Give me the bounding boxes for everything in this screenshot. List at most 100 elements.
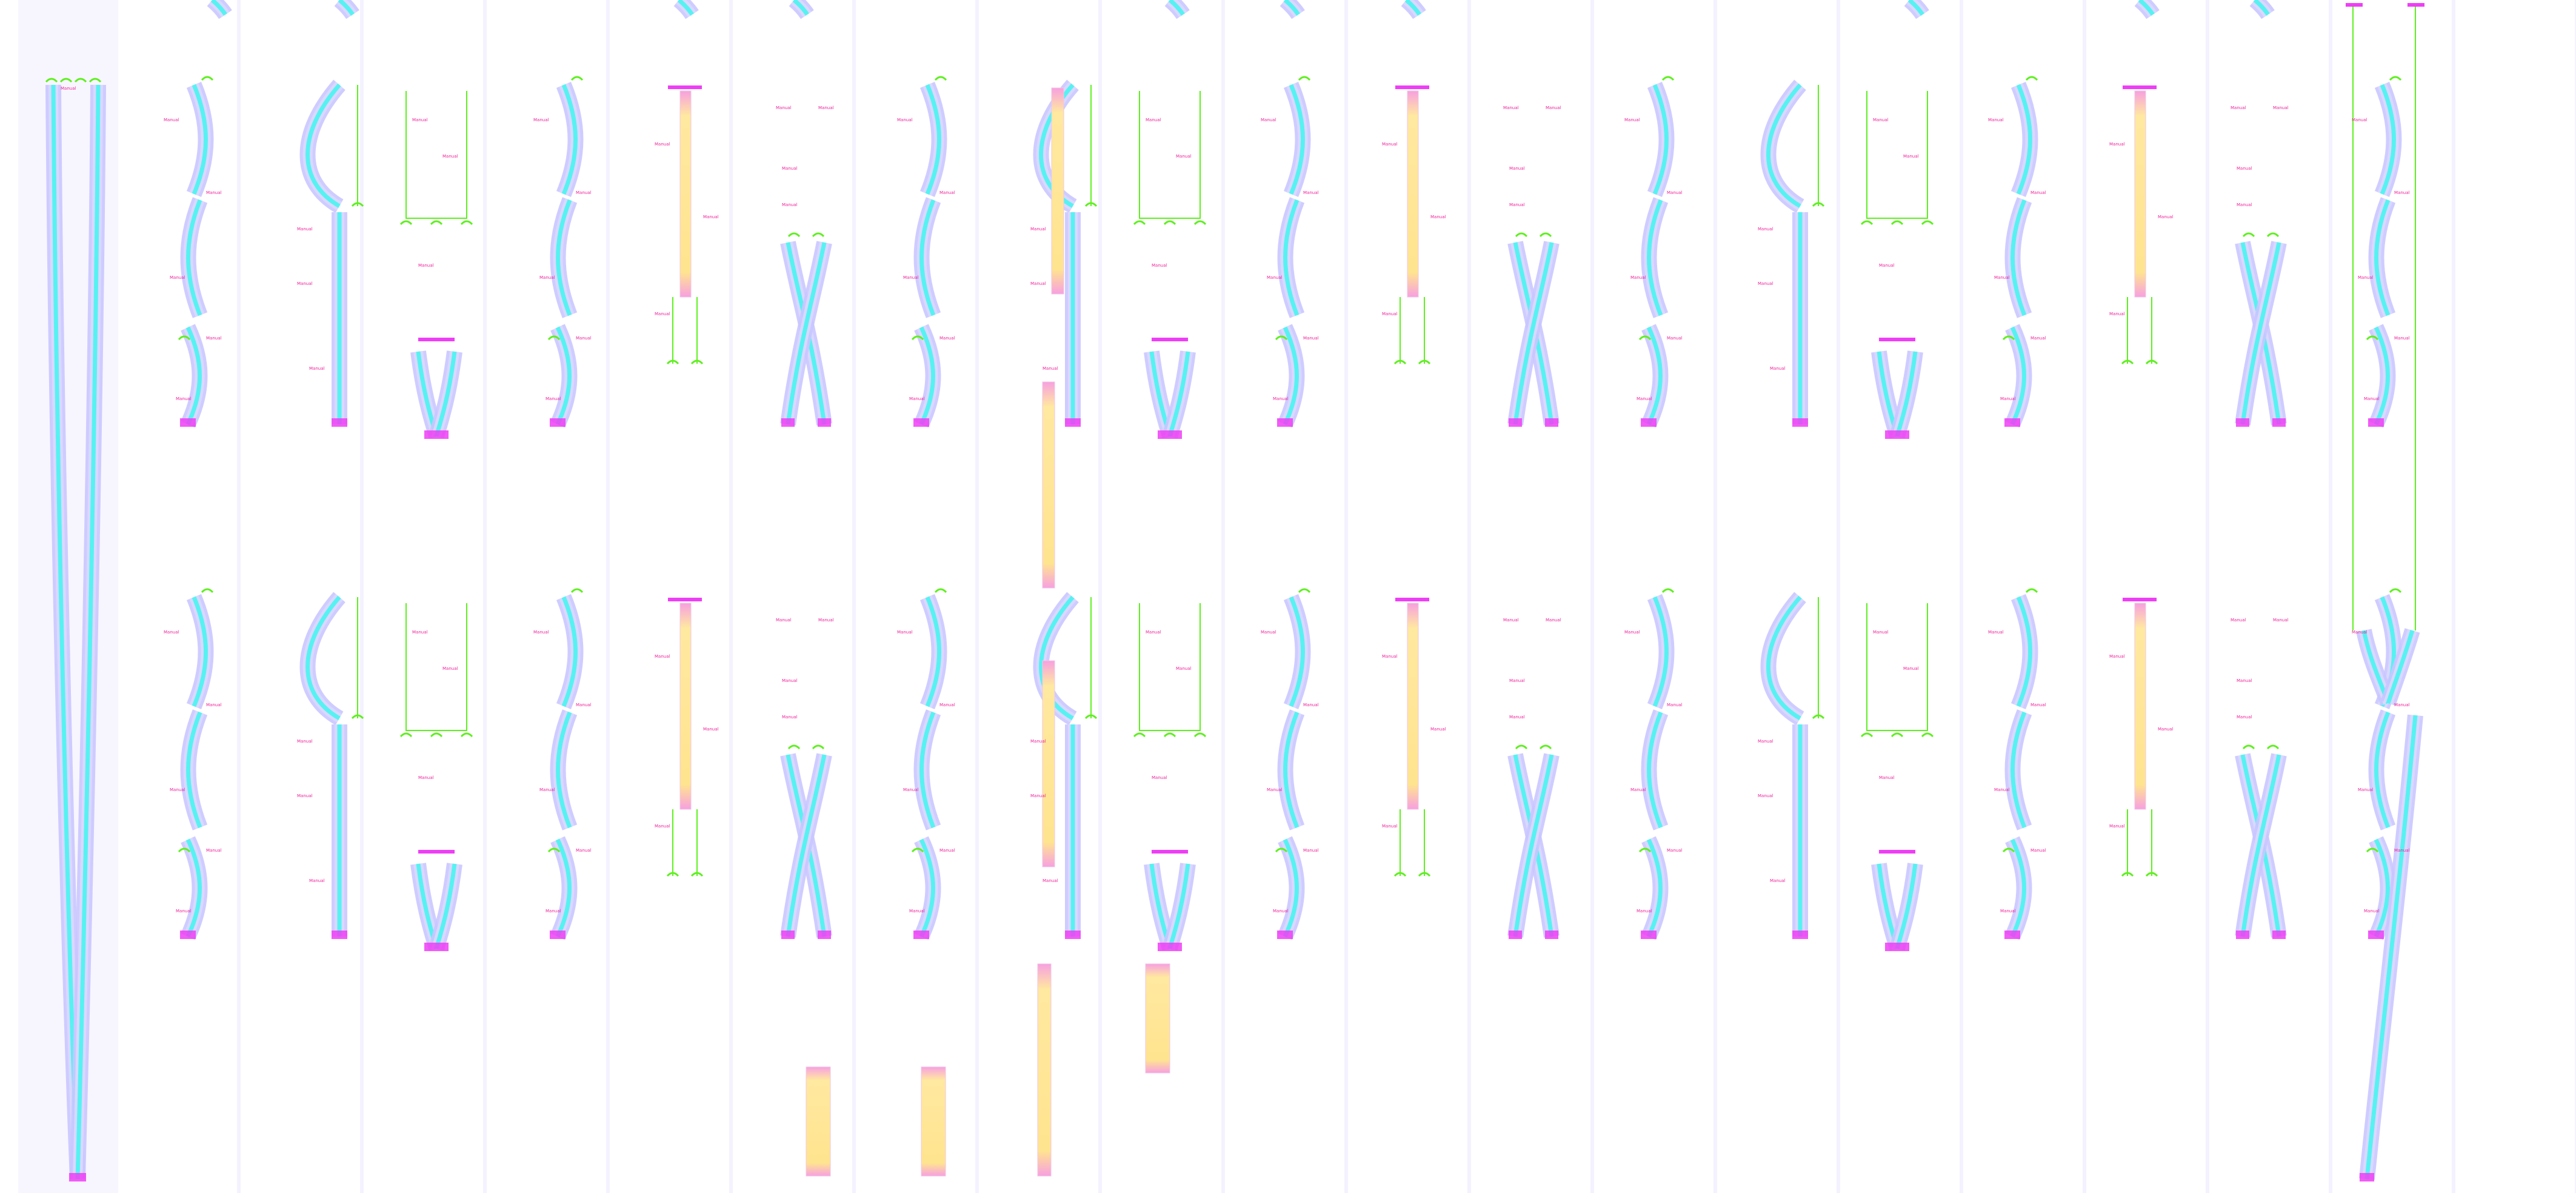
column-divider xyxy=(1837,0,1840,1193)
node-bar xyxy=(2407,3,2424,7)
manual-label: Manual xyxy=(903,275,918,280)
manual-label: Manual xyxy=(2109,142,2124,147)
bracket-line xyxy=(1866,603,1928,731)
column-divider xyxy=(1221,0,1225,1193)
converge-track-right xyxy=(1162,863,1196,951)
top-partial-track-core xyxy=(1283,0,1300,16)
green-arc-connector-icon xyxy=(2121,872,2134,877)
manual-label: Manual xyxy=(1630,275,1646,280)
green-arc-connector-icon xyxy=(1515,232,1528,238)
green-arc-connector-icon xyxy=(88,78,102,83)
green-arc-connector-icon xyxy=(2389,588,2402,593)
green-arc-connector-icon xyxy=(1638,335,1652,341)
connector-bracket xyxy=(1866,91,1928,219)
green-arc-connector-icon xyxy=(1661,588,1675,593)
track-end xyxy=(180,418,196,427)
green-arc-connector-icon xyxy=(1890,732,1904,738)
green-arc-connector-icon xyxy=(201,588,214,593)
manual-label: Manual xyxy=(297,739,312,744)
bracket-line xyxy=(1139,91,1201,219)
manual-label: Manual xyxy=(2394,336,2409,341)
curve-track-core xyxy=(1283,326,1299,426)
green-arc-connector-icon xyxy=(1860,732,1874,738)
curve-track-core xyxy=(556,711,572,829)
bracket-line xyxy=(1866,91,1928,219)
manual-label: Manual xyxy=(1758,794,1773,798)
node-bar xyxy=(2346,3,2363,7)
manual-label: Manual xyxy=(782,202,797,207)
green-arc-connector-icon xyxy=(570,588,584,593)
top-partial-track-core xyxy=(792,0,809,16)
green-arc-connector-icon xyxy=(2145,359,2158,365)
manual-label: Manual xyxy=(546,909,561,914)
top-partial-track-core xyxy=(338,0,355,16)
green-arc-connector-icon xyxy=(399,220,413,226)
manual-label: Manual xyxy=(1267,275,1282,280)
green-arc-connector-icon xyxy=(1921,220,1934,226)
manual-label: Manual xyxy=(206,190,221,195)
track-end xyxy=(781,931,795,939)
manual-label: Manual xyxy=(1303,848,1318,853)
green-arc-connector-icon xyxy=(1275,335,1288,341)
green-arc-connector-icon xyxy=(201,76,214,81)
manual-label: Manual xyxy=(909,396,924,401)
track-end xyxy=(2236,931,2249,939)
manual-label: Manual xyxy=(776,105,791,110)
green-arc-connector-icon xyxy=(547,847,561,853)
green-arc-connector-icon xyxy=(1193,732,1207,738)
manual-label: Manual xyxy=(2030,848,2046,853)
green-arc-connector-icon xyxy=(2025,588,2038,593)
manual-label: Manual xyxy=(2273,618,2288,623)
green-arc-connector-icon xyxy=(351,202,364,207)
cross-track-b-core xyxy=(2240,242,2281,425)
long-track-end xyxy=(69,1173,86,1181)
top-partial-track xyxy=(207,0,232,19)
green-arc-connector-icon xyxy=(178,335,191,341)
node-bar xyxy=(1395,598,1429,601)
manual-label: Manual xyxy=(1624,630,1640,635)
yellow-bar xyxy=(1145,963,1170,1074)
curve-track-core xyxy=(2016,84,2032,195)
green-arc-connector-icon xyxy=(1539,744,1552,750)
track-end xyxy=(2368,418,2384,427)
arc-track xyxy=(299,79,345,213)
node-bar xyxy=(1152,338,1188,341)
green-arc-connector-icon xyxy=(787,232,801,238)
green-arc-connector-icon xyxy=(178,847,191,853)
curve-track xyxy=(556,594,584,709)
green-arc-connector-icon xyxy=(1163,732,1176,738)
curve-track xyxy=(1277,709,1305,830)
curve-track-core xyxy=(1289,84,1305,195)
curve-track xyxy=(181,324,208,428)
track-end xyxy=(1792,418,1808,427)
green-arc-connector-icon xyxy=(1298,588,1311,593)
green-arc-connector-icon xyxy=(2002,335,2015,341)
manual-label: Manual xyxy=(703,727,718,732)
manual-label: Manual xyxy=(1873,630,1888,635)
manual-label: Manual xyxy=(1546,618,1561,623)
green-arc-connector-icon xyxy=(88,78,102,83)
cross-track-b-core xyxy=(786,242,827,425)
curve-track-core xyxy=(1283,711,1300,829)
green-arc-connector-icon xyxy=(2242,232,2255,238)
track-end xyxy=(2360,1173,2374,1181)
manual-label: Manual xyxy=(1667,848,1682,853)
manual-label: Manual xyxy=(2237,202,2252,207)
manual-label: Manual xyxy=(170,275,185,280)
green-arc-connector-icon xyxy=(74,78,87,83)
manual-label: Manual xyxy=(2231,105,2246,110)
manual-label: Manual xyxy=(2030,336,2046,341)
green-arc-connector-icon xyxy=(1163,220,1176,226)
manual-label: Manual xyxy=(782,678,797,683)
green-arc-connector-icon xyxy=(1812,714,1825,720)
green-arc-connector-icon xyxy=(460,732,473,738)
green-arc-connector-icon xyxy=(666,872,679,877)
manual-label: Manual xyxy=(1624,118,1640,122)
manual-label: Manual xyxy=(2231,618,2246,623)
green-arc-connector-icon xyxy=(2025,76,2038,81)
manual-label: Manual xyxy=(1267,787,1282,792)
green-arc-connector-icon xyxy=(1084,202,1098,207)
curve-track-core xyxy=(925,596,941,707)
track-end xyxy=(424,430,449,439)
manual-label: Manual xyxy=(1509,202,1524,207)
